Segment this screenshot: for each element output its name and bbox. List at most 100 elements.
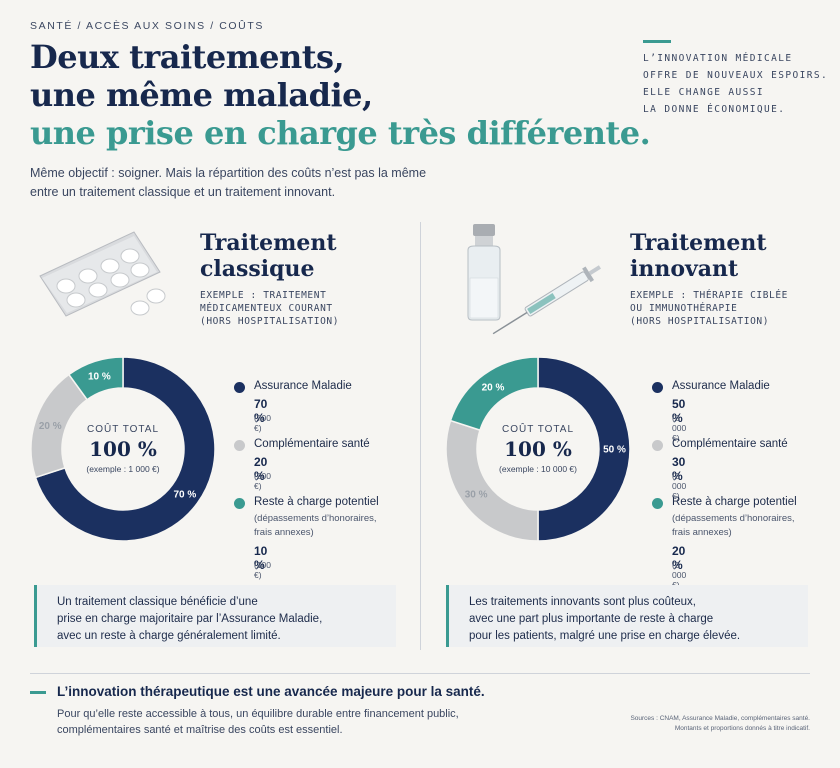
vial-syringe-illustration [467, 224, 602, 335]
title-line-2: une même maladie, [30, 76, 373, 114]
side-note-line-3: ELLE CHANGE AUSSI [643, 87, 765, 98]
legend-percent: 70 % [254, 397, 268, 425]
legend-percent: 50 % [672, 397, 686, 425]
donut-center-classic: COÛT TOTAL 100 % (exemple : 1 000 €) [28, 424, 218, 474]
callout-classic: Un traitement classique bénéficie d’une … [34, 585, 396, 647]
legend-label: Complémentaire santé [254, 438, 370, 450]
donut-label-complementaire-sante: 30 % [465, 489, 488, 500]
legend-label: Assurance Maladie [254, 380, 352, 392]
legend-percent: 20 % [672, 544, 686, 572]
panel-divider [420, 222, 421, 650]
center-example-classic: (exemple : 1 000 €) [86, 464, 160, 474]
title-line-1: Deux traitements, [30, 38, 345, 76]
legend-label: Assurance Maladie [672, 380, 770, 392]
legend-label: Reste à charge potentiel [672, 496, 797, 508]
donut-chart-classic: 70 % 20 % 10 % [30, 356, 216, 542]
center-value-innovative: 100 % [504, 437, 572, 461]
panel-right-header: Traitement innovant EXEMPLE : THÉRAPIE C… [630, 230, 788, 328]
donut-slice-assurance-maladie [34, 356, 216, 542]
panel-left-subtitle: EXEMPLE : TRAITEMENT MÉDICAMENTEUX COURA… [200, 289, 339, 328]
legend-note: (dépassements d’honoraires, [672, 513, 795, 524]
side-note-line-1: L’INNOVATION MÉDICALE [643, 53, 793, 64]
panel-left-header: Traitement classique EXEMPLE : TRAITEMEN… [200, 230, 339, 328]
legend-amount: (700 €) [254, 413, 272, 433]
legend-note: (dépassements d’honoraires, [254, 513, 377, 524]
legend-classic: Assurance Maladie 70 % (700 €) Complémen… [234, 380, 414, 580]
donut-chart-innovative: 50 % 30 % 20 % [445, 356, 631, 542]
callout-line: avec une part plus importante de reste à… [469, 613, 714, 625]
callout-innovative: Les traitements innovants sont plus coût… [446, 585, 808, 647]
panel-right-title: Traitement innovant [630, 230, 788, 282]
callout-line: pour les patients, malgré une prise en c… [469, 630, 741, 642]
footer-line-2: complémentaires santé et maîtrise des co… [57, 724, 343, 736]
footer-text: Pour qu’elle reste accessible à tous, un… [57, 706, 459, 738]
side-note-line-4: LA DONNE ÉCONOMIQUE. [643, 104, 786, 115]
center-example-innovative: (exemple : 10 000 €) [499, 464, 577, 474]
panel-left-sub-3: (HORS HOSPITALISATION) [200, 316, 340, 327]
donut-label-reste-a-charge: 20 % [482, 383, 505, 394]
legend-dot [652, 382, 663, 393]
pill-blister-illustration [39, 231, 166, 317]
legend-amount: (200 €) [254, 471, 272, 491]
pill-blister-icon [36, 228, 174, 325]
donut-label-complementaire-sante: 20 % [39, 421, 62, 432]
panel-right-sub-3: (HORS HOSPITALISATION) [630, 316, 770, 327]
donut-slice-reste-a-charge [449, 356, 539, 432]
panel-right-sub-1: EXEMPLE : THÉRAPIE CIBLÉE [630, 290, 788, 301]
sources-note: Sources : CNAM, Assurance Maladie, compl… [630, 714, 810, 734]
panel-left-title-2: classique [200, 256, 315, 282]
legend-amount: (5 000 €) [672, 413, 687, 443]
intro-text: Même objectif : soigner. Mais la réparti… [30, 164, 490, 202]
legend-label: Reste à charge potentiel [254, 496, 379, 508]
panel-right-subtitle: EXEMPLE : THÉRAPIE CIBLÉE OU IMMUNOTHÉRA… [630, 289, 788, 328]
legend-percent: 20 % [254, 455, 268, 483]
legend-amount: (3 000 €) [672, 471, 687, 501]
intro-line-1: Même objectif : soigner. Mais la réparti… [30, 166, 427, 180]
panel-right-title-2: innovant [630, 256, 739, 282]
callout-line: Les traitements innovants sont plus coût… [469, 596, 696, 608]
panel-left-sub-2: MÉDICAMENTEUX COURANT [200, 303, 333, 314]
page-title: Deux traitements, une même maladie, une … [30, 38, 651, 152]
legend-dot [234, 440, 245, 451]
callout-line: avec un reste à charge généralement limi… [57, 630, 281, 642]
donut-slice-reste-a-charge [67, 356, 124, 401]
footer-divider [30, 673, 810, 674]
legend-dot [652, 440, 663, 451]
donut-label-assurance-maladie: 50 % [603, 445, 626, 456]
panel-left-title-1: Traitement [200, 230, 337, 256]
side-note-line-2: OFFRE DE NOUVEAUX ESPOIRS. [643, 70, 829, 81]
sources-line-1: Sources : CNAM, Assurance Maladie, compl… [630, 715, 810, 722]
side-note: L’INNOVATION MÉDICALE OFFRE DE NOUVEAUX … [643, 50, 828, 118]
callout-line: prise en charge majoritaire par l’Assura… [57, 613, 323, 625]
legend-dot [234, 498, 245, 509]
title-line-3: une prise en charge très différente. [30, 114, 651, 152]
legend-note: frais annexes) [254, 527, 314, 538]
footer-line-1: Pour qu’elle reste accessible à tous, un… [57, 708, 459, 720]
side-note-rule [643, 40, 671, 43]
legend-percent: 30 % [672, 455, 686, 483]
legend-label: Complémentaire santé [672, 438, 788, 450]
donut-label-reste-a-charge: 10 % [88, 372, 111, 383]
panel-right-title-1: Traitement [630, 230, 767, 256]
footer-title: L’innovation thérapeutique est une avanc… [57, 684, 485, 699]
center-label-classic: COÛT TOTAL [86, 424, 160, 435]
sources-line-2: Montants et proportions donnés à titre i… [674, 725, 810, 732]
legend-note: frais annexes) [672, 527, 732, 538]
legend-percent: 10 % [254, 544, 268, 572]
footer-rule [30, 691, 46, 694]
donut-center-innovative: COÛT TOTAL 100 % (exemple : 10 000 €) [443, 424, 633, 474]
donut-label-assurance-maladie: 70 % [173, 489, 196, 500]
legend-innovative: Assurance Maladie 50 % (5 000 €) Complém… [652, 380, 832, 590]
center-value-classic: 100 % [89, 437, 157, 461]
legend-dot [234, 382, 245, 393]
intro-line-2: entre un traitement classique et un trai… [30, 185, 336, 199]
panel-left-sub-1: EXEMPLE : TRAITEMENT [200, 290, 327, 301]
panel-left-title: Traitement classique [200, 230, 339, 282]
legend-dot [652, 498, 663, 509]
panel-right-sub-2: OU IMMUNOTHÉRAPIE [630, 303, 738, 314]
legend-amount: (100 €) [254, 560, 272, 580]
donut-slice-assurance-maladie [537, 356, 631, 542]
callout-line: Un traitement classique bénéficie d’une [57, 596, 258, 608]
vial-syringe-icon [460, 220, 610, 343]
breadcrumb: SANTÉ / ACCÈS AUX SOINS / COÛTS [30, 20, 264, 32]
